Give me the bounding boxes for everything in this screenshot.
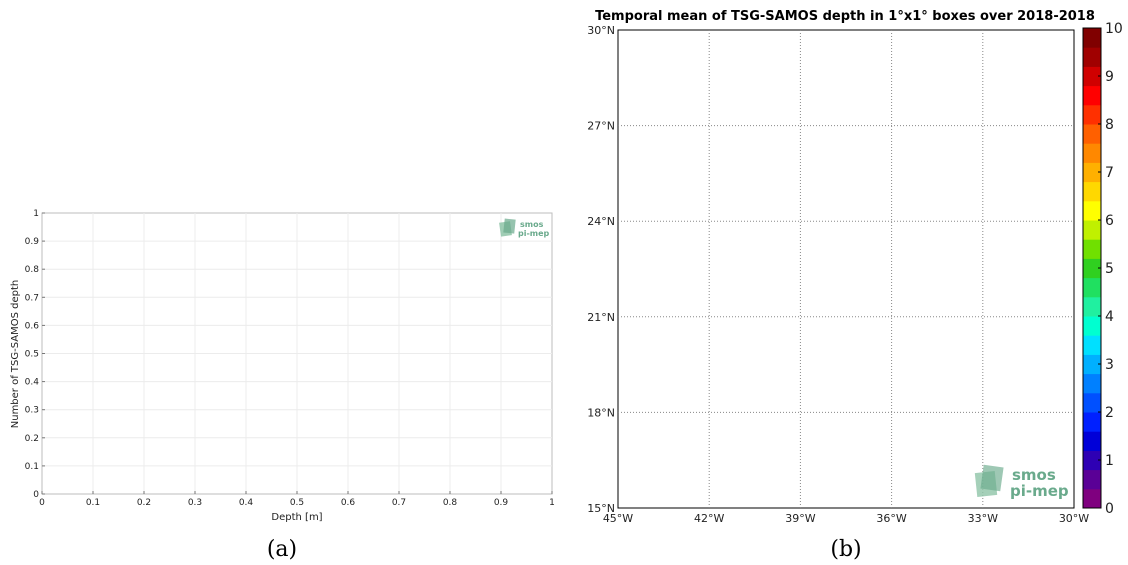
colorbar-segment [1083,431,1101,451]
y-tick-label-a: 0.1 [25,462,39,472]
smos-pi-mep-logo-a: smos pi-mep [499,218,550,238]
colorbar-segment [1083,488,1101,509]
y-tick-label-a: 0.4 [25,378,40,388]
x-tick-label-a: 0.9 [494,498,509,508]
y-tick-label-b: 15°N [587,502,615,515]
x-tick-label-a: 0 [39,498,45,508]
colorbar-segment [1083,162,1101,183]
logo-text-a1: smos [520,220,544,229]
colorbar-segment [1083,66,1101,87]
logo-text-b2: pi-mep [1010,482,1069,500]
colorbar-tick-label: 7 [1105,165,1114,181]
colorbar-tick-label: 8 [1105,117,1114,133]
x-tick-labels-b: 45°W 42°W 39°W 36°W 33°W 30°W [603,512,1089,525]
x-tick-label-a: 0.5 [290,498,304,508]
colorbar-segment [1083,316,1101,336]
colorbar-tick-label: 4 [1105,309,1114,325]
panel-b: Temporal mean of TSG-SAMOS depth in 1°x1… [587,9,1123,562]
x-axis-label-a: Depth [m] [271,512,322,523]
x-tick-label-a: 0.7 [392,498,406,508]
y-tick-labels-a: 0 0.1 0.2 0.3 0.4 0.5 0.6 0.7 0.8 0.9 1 [25,209,40,500]
grid-a [41,212,553,495]
colorbar-tick-label: 0 [1105,501,1114,517]
colorbar-tick-label: 6 [1105,213,1114,229]
colorbar-segment [1083,373,1101,394]
y-tick-label-b: 18°N [587,406,615,419]
colorbar [1082,27,1102,509]
colorbar-tick-label: 1 [1105,453,1114,469]
colorbar-tick-label: 9 [1105,69,1114,85]
x-tick-label-a: 0.3 [188,498,202,508]
x-tick-label-b: 30°W [1059,512,1089,525]
logo-shape-icon-b2 [980,464,1004,492]
x-tick-label-b: 39°W [785,512,815,525]
colorbar-segment [1083,354,1101,375]
x-tick-label-a: 0.6 [341,498,356,508]
y-tick-label-b: 30°N [587,24,615,37]
colorbar-segment [1083,469,1101,490]
y-tick-label-a: 0.6 [25,321,40,331]
colorbar-tick-labels: 0 1 2 3 4 5 6 7 8 9 10 [1105,21,1123,517]
colorbar-segment [1083,28,1101,48]
colorbar-segment [1083,104,1101,125]
y-tick-label-b: 21°N [587,311,615,324]
y-tick-label-a: 0 [33,490,39,500]
y-tick-label-a: 0.8 [25,265,40,275]
colorbar-tick-label: 2 [1105,405,1114,421]
x-tick-label-a: 0.2 [137,498,151,508]
panel-a: 0 0.1 0.2 0.3 0.4 0.5 0.6 0.7 0.8 0.9 1 0 0.1 0.2 0.3… [10,209,555,562]
colorbar-segment [1083,277,1101,298]
colorbar-segment [1083,239,1101,259]
colorbar-tick-label: 10 [1105,21,1123,37]
logo-shape-icon-a2 [503,218,516,234]
logo-text-b1: smos [1012,466,1056,484]
x-tick-label-a: 1 [549,498,555,508]
colorbar-segment [1083,85,1101,106]
colorbar-segment [1083,412,1101,432]
y-tick-label-a: 1 [33,209,39,219]
logo-text-a2: pi-mep [518,229,550,238]
x-tick-label-b: 42°W [694,512,724,525]
colorbar-segment [1083,220,1101,240]
colorbar-segment [1083,450,1101,471]
y-tick-labels-b: 15°N 18°N 21°N 24°N 27°N 30°N [587,24,615,515]
grid-b [618,30,1074,508]
colorbar-tick-label: 3 [1105,357,1114,373]
colorbar-segment [1083,392,1101,413]
y-tick-label-a: 0.9 [25,237,40,247]
colorbar-segment [1083,143,1101,163]
colorbar-segment [1083,258,1101,279]
x-tick-label-b: 45°W [603,512,633,525]
colorbar-segment [1083,124,1101,144]
colorbar-tick-label: 5 [1105,261,1114,277]
x-tick-label-b: 36°W [876,512,906,525]
colorbar-segment [1083,47,1101,67]
x-tick-labels-a: 0 0.1 0.2 0.3 0.4 0.5 0.6 0.7 0.8 0.9 1 [39,498,555,508]
chart-title-b: Temporal mean of TSG-SAMOS depth in 1°x1… [595,9,1095,24]
y-tick-label-a: 0.3 [25,406,39,416]
y-tick-label-a: 0.5 [25,350,39,360]
x-tick-label-b: 33°W [968,512,998,525]
colorbar-segment [1083,335,1101,355]
y-axis-label-a: Number of TSG-SAMOS depth [10,280,21,429]
map-area-b [617,29,1075,509]
y-tick-label-b: 27°N [587,120,615,133]
y-tick-label-b: 24°N [587,215,615,228]
colorbar-segment [1083,200,1101,221]
colorbar-segment [1083,181,1101,202]
smos-pi-mep-logo-b: smos pi-mep [974,464,1069,500]
x-tick-label-a: 0.4 [239,498,254,508]
colorbar-segment [1083,296,1101,317]
x-tick-label-a: 0.1 [86,498,100,508]
caption-b: (b) [830,537,861,562]
x-tick-label-a: 0.8 [443,498,458,508]
y-tick-label-a: 0.7 [25,293,39,303]
caption-a: (a) [267,537,297,562]
y-tick-label-a: 0.2 [25,434,39,444]
